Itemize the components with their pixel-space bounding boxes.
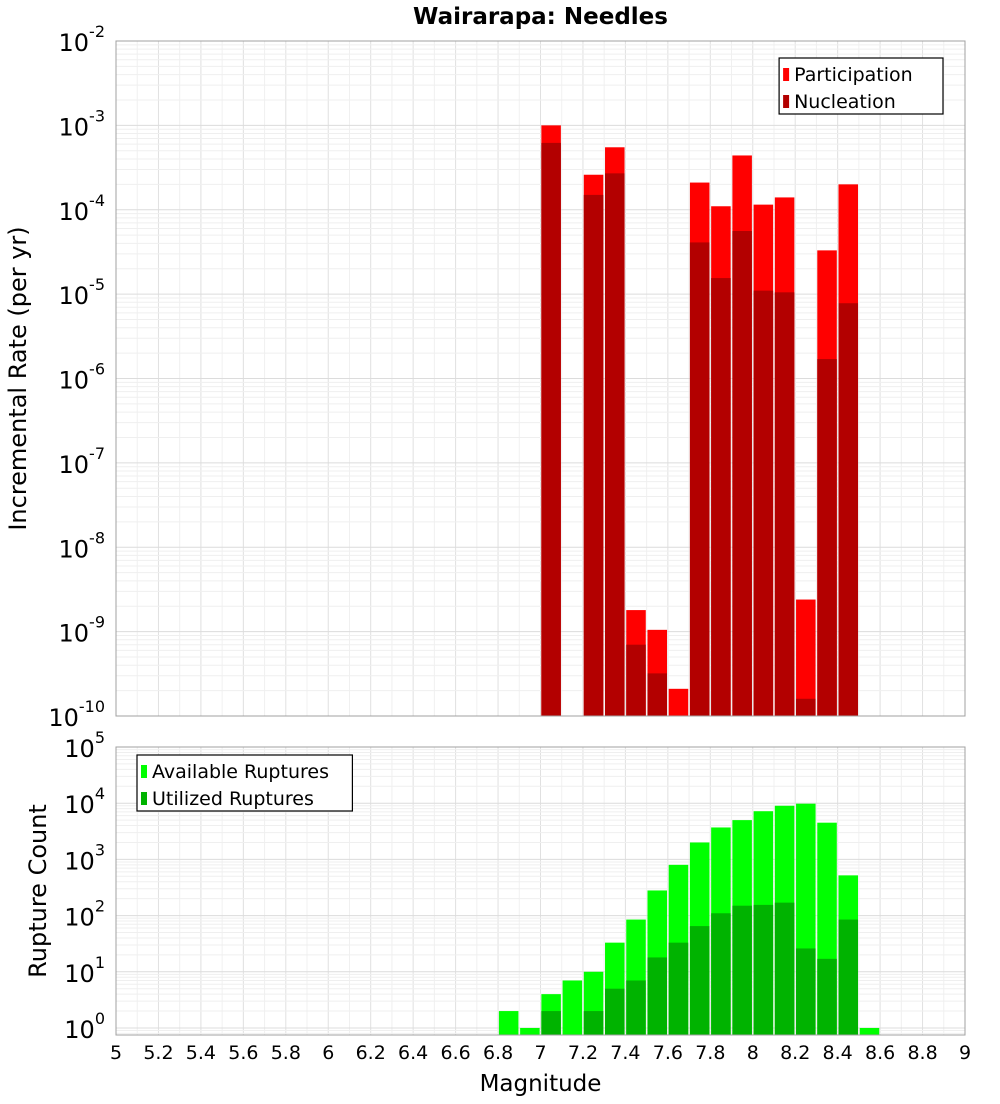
bar [583,194,604,716]
y-tick-label: 100 [64,1009,105,1044]
y-tick-label: 10-9 [59,613,106,648]
x-tick-label: 5.8 [271,1042,301,1064]
y-tick-label: 10-5 [59,275,106,310]
bar [668,942,689,1035]
x-tick-label: 8.4 [823,1042,853,1064]
x-tick-label: 7.4 [610,1042,640,1064]
bar [796,948,816,1035]
x-tick-label: 5.4 [186,1042,216,1064]
x-axis-label: Magnitude [480,1071,602,1097]
grid [115,40,966,717]
bar [859,1027,880,1035]
legend-label: Utilized Ruptures [152,788,314,810]
x-tick-label: 6.8 [483,1042,513,1064]
y-tick-label: 10-2 [59,22,106,57]
x-tick-label: 6.6 [440,1042,470,1064]
x-tick-label: 5 [110,1042,122,1064]
legend-swatch [783,95,790,108]
y-axis-label: Rupture Count [24,804,52,978]
legend-box [136,754,353,812]
bar [732,905,752,1035]
x-tick-label: 6 [322,1042,334,1064]
legend: Available Ruptures Utilized Ruptures [136,754,353,812]
x-tick-label: 7.6 [653,1042,683,1064]
bar [498,1011,519,1035]
y-tick-label: 102 [64,897,105,932]
y-axis: 10-2 10-3 10-4 10-5 10-6 10-7 10-8 10-9 10-10 [48,22,105,732]
legend-label: Nucleation [794,91,896,113]
chart-panel-1: 10-2 10-3 10-4 10-5 10-6 10-7 10-8 10-9 10-10 Inc… [4,4,966,732]
bar [605,173,625,716]
bar [626,644,646,716]
bar [689,926,710,1035]
x-tick-label: 6.2 [356,1042,386,1064]
bar [562,980,583,1035]
x-tick-label: 7 [534,1042,546,1064]
y-tick-label: 105 [64,728,105,763]
bar [583,1011,604,1035]
bar [732,230,752,716]
x-tick-label: 8.8 [907,1042,937,1064]
y-tick-label: 103 [64,840,105,875]
chart-title: Wairarapa: Needles [413,4,668,30]
bar [626,980,646,1035]
x-tick-label: 8.6 [865,1042,895,1064]
bar [817,359,837,716]
bar [838,919,859,1035]
bar [689,242,710,716]
plot-frame [115,40,966,717]
x-axis: 5 5.2 5.4 5.6 5.8 6 6.2 6.4 6.6 6.8 7 7.2 7.4 7.6 7.8 8… [110,1042,971,1064]
legend-swatch [783,68,790,81]
y-tick-label: 10-3 [59,106,106,141]
y-tick-label: 10-4 [59,191,106,226]
x-tick-label: 7.2 [568,1042,598,1064]
bar [605,988,625,1035]
series-nucleation [541,142,859,716]
y-axis: 105 104 103 102 101 100 [64,728,105,1044]
bar [796,698,816,716]
bar [520,1027,540,1035]
y-tick-label: 101 [64,953,105,988]
x-tick-label: 7.8 [695,1042,725,1064]
bar [711,278,731,716]
bar [711,913,731,1035]
bar [541,1011,561,1035]
legend: Participation Nucleation [778,57,944,115]
y-tick-label: 104 [64,784,105,819]
y-tick-label: 10-8 [59,528,106,563]
legend-swatch [141,792,147,805]
plot-frame [115,746,966,1036]
x-tick-label: 8.2 [780,1042,810,1064]
legend-swatch [141,765,147,778]
legend-label: Participation [794,64,913,86]
y-tick-label: 10-6 [59,360,106,395]
bar [838,303,859,716]
series-utilized-ruptures [541,902,859,1035]
legend-label: Available Ruptures [152,761,329,783]
x-tick-label: 5.6 [228,1042,258,1064]
y-axis-label: Incremental Rate (per yr) [4,226,32,530]
bar [753,904,774,1035]
y-tick-label: 10-7 [59,444,106,479]
bar [774,902,795,1035]
bar [647,673,668,716]
x-tick-label: 9 [959,1042,971,1064]
bar [647,957,668,1035]
bar [796,599,816,716]
legend-box [778,57,944,115]
x-tick-label: 5.2 [143,1042,173,1064]
bar [541,142,561,716]
x-tick-label: 8 [747,1042,759,1064]
chart-panel-2: 105 104 103 102 101 100 Rupture Count 5 5.2 5.4 5.… [24,728,971,1097]
x-tick-label: 6.4 [398,1042,428,1064]
bar [753,290,774,716]
bar [817,958,837,1035]
bar [668,688,689,716]
bar [774,292,795,716]
y-tick-label: 10-10 [48,697,105,732]
